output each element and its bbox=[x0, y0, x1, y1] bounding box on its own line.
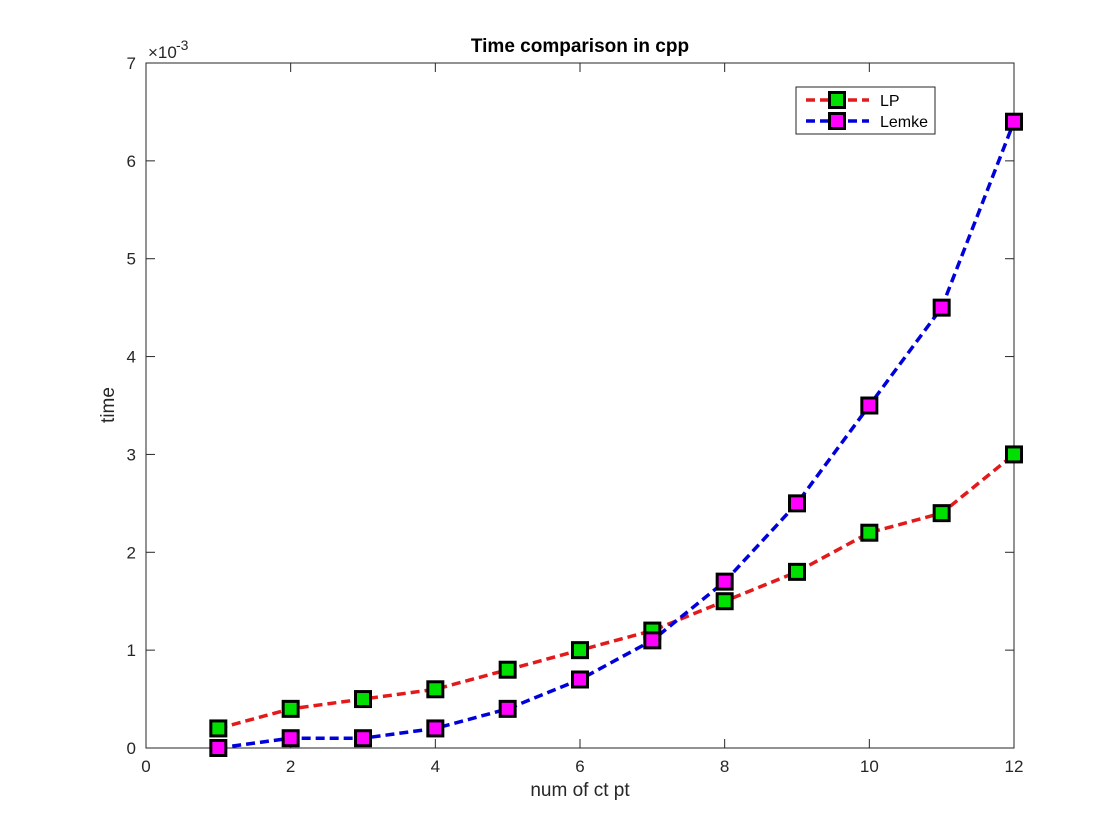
series-layer bbox=[209, 112, 1023, 757]
y-tick-label: 0 bbox=[127, 739, 136, 758]
x-tick-label: 12 bbox=[1005, 757, 1024, 776]
data-point-lp bbox=[571, 641, 589, 660]
y-exponent-base: ×10 bbox=[148, 43, 177, 62]
y-tick-label: 1 bbox=[127, 641, 136, 660]
data-point-lemke bbox=[498, 699, 517, 718]
data-point-lp bbox=[715, 592, 734, 611]
y-tick-label: 7 bbox=[127, 54, 136, 73]
data-point-lemke bbox=[1005, 112, 1023, 131]
legend-entry-lemke: Lemke bbox=[806, 112, 928, 131]
y-tick-label: 3 bbox=[127, 445, 136, 464]
data-point-lemke bbox=[571, 670, 589, 689]
y-tick-label: 4 bbox=[127, 348, 136, 367]
x-tick-label: 10 bbox=[860, 757, 879, 776]
x-axis-ticks: 0 2 4 6 8 10 12 bbox=[141, 63, 1023, 776]
data-point-lp bbox=[788, 562, 806, 581]
series-line-lp bbox=[217, 453, 1016, 731]
data-point-lemke bbox=[788, 494, 806, 513]
data-point-lemke bbox=[860, 396, 879, 415]
data-point-lp bbox=[426, 680, 445, 699]
series-lemke bbox=[209, 112, 1023, 757]
data-point-lp bbox=[1005, 445, 1023, 464]
legend-box bbox=[795, 86, 936, 135]
data-point-lp bbox=[860, 523, 879, 542]
chart-title: Time comparison in cpp bbox=[471, 36, 689, 57]
y-axis-title: time bbox=[98, 387, 119, 423]
data-point-lp bbox=[209, 719, 228, 738]
data-point-lemke bbox=[715, 572, 734, 591]
data-point-lp bbox=[932, 504, 951, 523]
data-point-lemke bbox=[426, 719, 445, 738]
data-point-lp bbox=[281, 699, 300, 718]
legend-marker-lemke bbox=[828, 112, 846, 130]
data-point-lemke bbox=[281, 729, 300, 748]
data-point-lp bbox=[354, 690, 372, 709]
data-point-lemke bbox=[209, 739, 228, 757]
x-tick-label: 2 bbox=[286, 757, 295, 776]
data-point-lemke bbox=[932, 298, 951, 317]
legend: LP Lemke bbox=[795, 86, 936, 135]
legend-label-lemke: Lemke bbox=[880, 114, 928, 131]
legend-label-lp: LP bbox=[880, 93, 900, 110]
legend-entry-lp: LP bbox=[806, 91, 900, 110]
data-point-lemke bbox=[643, 631, 662, 650]
x-tick-label: 8 bbox=[720, 757, 729, 776]
x-tick-label: 0 bbox=[141, 757, 150, 776]
y-tick-label: 6 bbox=[127, 152, 136, 171]
x-tick-label: 4 bbox=[431, 757, 440, 776]
x-tick-label: 6 bbox=[575, 757, 584, 776]
y-exponent-power: -3 bbox=[176, 37, 189, 53]
data-point-lemke bbox=[354, 729, 372, 748]
legend-marker-lp bbox=[828, 91, 846, 109]
series-line-lemke bbox=[218, 121, 1016, 750]
x-axis-title: num of ct pt bbox=[530, 780, 630, 801]
data-point-lp bbox=[498, 660, 517, 679]
y-tick-label: 2 bbox=[127, 543, 136, 562]
y-tick-label: 5 bbox=[127, 250, 136, 269]
y-exponent-label: ×10 -3 bbox=[148, 37, 189, 62]
